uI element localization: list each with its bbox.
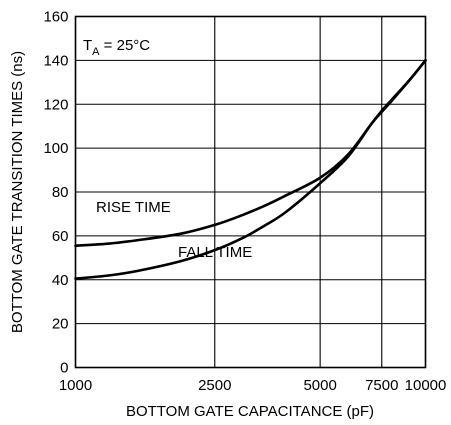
fall-time-label: FALL TIME <box>178 244 252 261</box>
x-tick-label: 10000 <box>405 377 447 394</box>
x-tick-label: 7500 <box>365 377 398 394</box>
y-tick-label: 80 <box>52 184 69 201</box>
grid-lines <box>74 15 427 369</box>
fall-time-curve <box>74 59 427 280</box>
temperature-annotation: TA = 25°C <box>83 37 150 58</box>
x-tick-labels: 1000 2500 5000 7500 10000 <box>59 377 447 394</box>
y-axis-title: BOTTOM GATE TRANSITION TIMES (ns) <box>9 51 26 333</box>
y-tick-label: 100 <box>43 140 68 157</box>
rise-time-label: RISE TIME <box>96 199 171 216</box>
x-tick-label: 1000 <box>59 377 92 394</box>
y-tick-label: 20 <box>52 316 69 333</box>
y-tick-labels: 0 20 40 60 80 100 120 140 160 <box>43 9 68 377</box>
y-tick-label: 120 <box>43 96 68 113</box>
y-tick-label: 160 <box>43 9 68 26</box>
x-tick-label: 5000 <box>303 377 336 394</box>
plot-frame <box>74 15 427 369</box>
y-tick-label: 140 <box>43 52 68 69</box>
y-tick-label: 0 <box>60 360 68 377</box>
curves <box>74 59 427 280</box>
x-axis-title: BOTTOM GATE CAPACITANCE (pF) <box>126 403 374 420</box>
x-tick-label: 2500 <box>198 377 231 394</box>
y-tick-label: 60 <box>52 228 69 245</box>
y-tick-label: 40 <box>52 272 69 289</box>
rise-time-curve <box>74 59 427 248</box>
